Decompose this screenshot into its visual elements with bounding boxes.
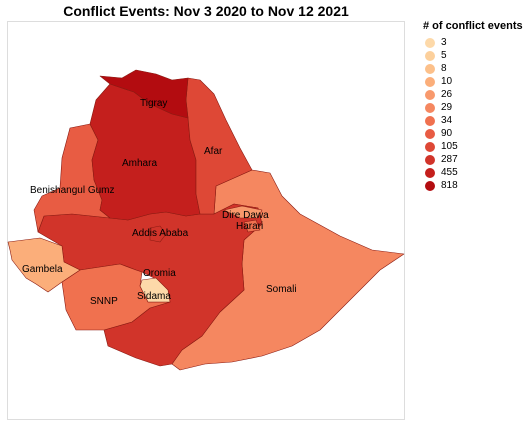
legend-item: 105 [423,140,523,153]
legend-label: 10 [441,76,453,87]
region-addis-ababa [149,225,167,243]
legend-swatch-icon [425,37,435,48]
legend-item: 818 [423,179,523,192]
legend-swatch-icon [425,102,435,113]
label-gambela: Gambela [22,264,63,275]
region-gambela [7,237,81,293]
legend-item: 26 [423,88,523,101]
legend: # of conflict events 3 5 8 10 26 29 34 90 105 287… [423,20,523,192]
legend-swatch-icon [425,141,435,152]
legend-swatch-icon [425,167,435,178]
legend-title: # of conflict events [423,20,523,32]
legend-label: 8 [441,63,447,74]
legend-items: 3 5 8 10 26 29 34 90 105 287 455 818 [423,36,523,192]
map-frame [7,21,405,420]
legend-label: 105 [441,141,458,152]
label-somali: Somali [266,284,297,295]
legend-item: 455 [423,166,523,179]
label-amhara: Amhara [122,158,157,169]
legend-swatch-icon [425,50,435,61]
legend-label: 455 [441,167,458,178]
label-benishangul-gumz: Benishangul Gumz [30,185,115,196]
label-oromia: Oromia [143,268,176,279]
legend-swatch-icon [425,76,435,87]
legend-label: 818 [441,180,458,191]
label-sidama: Sidama [137,291,171,302]
legend-item: 3 [423,36,523,49]
region-afar [185,77,253,215]
legend-swatch-icon [425,115,435,126]
legend-item: 29 [423,101,523,114]
legend-label: 26 [441,89,453,100]
legend-label: 34 [441,115,453,126]
legend-swatch-icon [425,63,435,74]
map-title: Conflict Events: Nov 3 2020 to Nov 12 20… [63,3,349,19]
legend-swatch-icon [425,154,435,165]
legend-item: 8 [423,62,523,75]
legend-label: 29 [441,102,453,113]
legend-item: 34 [423,114,523,127]
label-harari: Harari [236,221,263,232]
label-tigray: Tigray [140,98,167,109]
ethiopia-choropleth-map: Tigray Afar Amhara Benishangul Gumz Addi… [7,69,405,371]
legend-label: 287 [441,154,458,165]
legend-item: 5 [423,49,523,62]
legend-item: 10 [423,75,523,88]
legend-label: 5 [441,50,447,61]
legend-item: 90 [423,127,523,140]
legend-swatch-icon [425,180,435,191]
region-tigray [99,69,189,119]
label-addis-ababa: Addis Ababa [132,228,189,239]
legend-swatch-icon [425,128,435,139]
legend-item: 287 [423,153,523,166]
legend-label: 3 [441,37,447,48]
region-dire-dawa [223,205,263,219]
legend-label: 90 [441,128,453,139]
legend-swatch-icon [425,89,435,100]
label-snnp: SNNP [90,296,118,307]
label-afar: Afar [204,146,223,157]
region-sidama [139,277,171,303]
label-dire-dawa: Dire Dawa [222,210,269,221]
region-harari [243,219,261,233]
